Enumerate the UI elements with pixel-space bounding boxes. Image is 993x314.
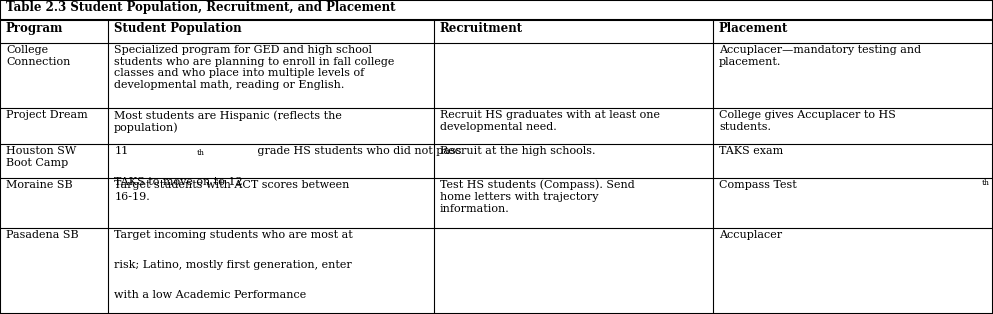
Text: Test HS students (Compass). Send
home letters with trajectory
information.: Test HS students (Compass). Send home le… <box>440 180 635 214</box>
Text: 11: 11 <box>114 146 128 156</box>
Text: th: th <box>197 149 205 157</box>
Text: Recruit HS graduates with at least one
developmental need.: Recruit HS graduates with at least one d… <box>440 110 660 132</box>
Text: Project Dream: Project Dream <box>6 110 87 120</box>
Text: Houston SW
Boot Camp: Houston SW Boot Camp <box>6 146 76 168</box>
Text: risk; Latino, mostly first generation, enter: risk; Latino, mostly first generation, e… <box>114 260 352 270</box>
Text: TAKS exam: TAKS exam <box>719 146 783 156</box>
Text: Compass Test: Compass Test <box>719 180 796 190</box>
Text: College gives Accuplacer to HS
students.: College gives Accuplacer to HS students. <box>719 110 896 132</box>
Text: TAKS to move on to 12: TAKS to move on to 12 <box>114 176 243 187</box>
Text: Placement: Placement <box>719 22 788 35</box>
Text: Target incoming students who are most at: Target incoming students who are most at <box>114 230 353 240</box>
Text: Program: Program <box>6 22 64 35</box>
Text: with a low Academic Performance: with a low Academic Performance <box>114 290 307 300</box>
Text: College
Connection: College Connection <box>6 45 71 67</box>
Text: Recruitment: Recruitment <box>440 22 523 35</box>
Text: th: th <box>982 179 990 187</box>
Text: Student Population: Student Population <box>114 22 242 35</box>
Text: Accuplacer—mandatory testing and
placement.: Accuplacer—mandatory testing and placeme… <box>719 45 922 67</box>
Text: Moraine SB: Moraine SB <box>6 180 72 190</box>
Text: Specialized program for GED and high school
students who are planning to enroll : Specialized program for GED and high sch… <box>114 45 394 90</box>
Text: Target students with ACT scores between
16-19.: Target students with ACT scores between … <box>114 180 350 202</box>
Text: Recruit at the high schools.: Recruit at the high schools. <box>440 146 596 156</box>
Text: Table 2.3 Student Population, Recruitment, and Placement: Table 2.3 Student Population, Recruitmen… <box>6 1 395 14</box>
Text: grade HS students who did not pass: grade HS students who did not pass <box>253 146 461 156</box>
Text: Accuplacer: Accuplacer <box>719 230 782 240</box>
Text: Pasadena SB: Pasadena SB <box>6 230 78 240</box>
Text: Most students are Hispanic (reflects the
population): Most students are Hispanic (reflects the… <box>114 110 342 133</box>
